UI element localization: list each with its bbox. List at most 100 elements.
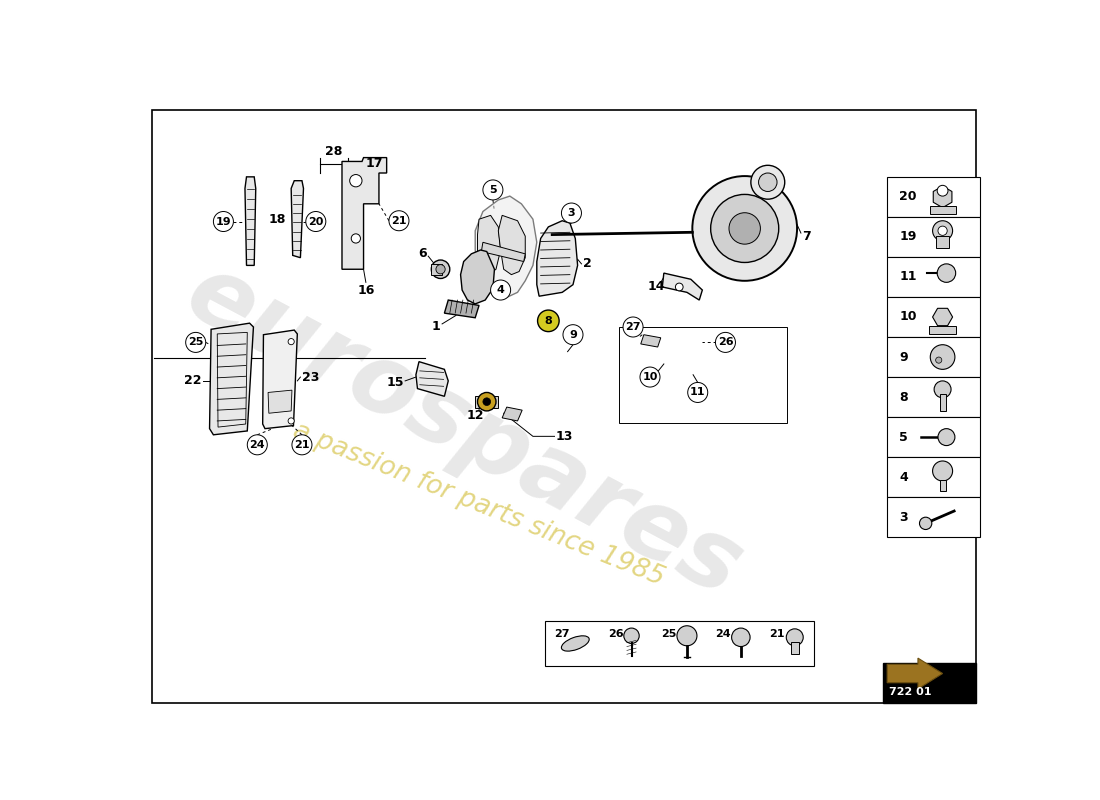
Text: 8: 8	[900, 390, 909, 403]
Text: a passion for parts since 1985: a passion for parts since 1985	[289, 418, 669, 590]
Polygon shape	[933, 308, 953, 326]
Text: 11: 11	[900, 270, 917, 283]
Bar	[431, 264, 442, 274]
Text: 21: 21	[769, 629, 784, 639]
Text: 26: 26	[717, 338, 734, 347]
Text: eurospares: eurospares	[170, 246, 757, 616]
Circle shape	[436, 265, 446, 274]
Text: 21: 21	[294, 440, 310, 450]
Circle shape	[292, 435, 312, 455]
Circle shape	[288, 338, 295, 345]
Bar	[791, 642, 799, 654]
Polygon shape	[444, 300, 480, 318]
Circle shape	[729, 213, 760, 244]
Text: 722 01: 722 01	[889, 687, 932, 697]
Bar	[887, 177, 979, 217]
Bar	[939, 480, 946, 491]
Polygon shape	[263, 330, 297, 429]
Text: 5: 5	[490, 185, 497, 195]
Circle shape	[640, 367, 660, 387]
Circle shape	[563, 325, 583, 345]
Polygon shape	[475, 196, 537, 298]
Bar	[936, 236, 949, 249]
Circle shape	[389, 210, 409, 230]
Text: 27: 27	[553, 629, 569, 639]
Polygon shape	[933, 186, 952, 208]
Circle shape	[288, 418, 295, 424]
Circle shape	[786, 629, 803, 646]
Text: 28: 28	[324, 145, 342, 158]
Circle shape	[711, 194, 779, 262]
Text: 20: 20	[308, 217, 323, 226]
Circle shape	[937, 264, 956, 282]
Text: 4: 4	[497, 285, 505, 295]
Text: 3: 3	[900, 510, 909, 524]
Text: 24: 24	[250, 440, 265, 450]
Text: 20: 20	[900, 190, 917, 203]
Text: 19: 19	[216, 217, 231, 226]
Text: 26: 26	[607, 629, 624, 639]
Text: 15: 15	[386, 376, 404, 389]
Text: 2: 2	[583, 258, 592, 270]
Circle shape	[933, 221, 953, 241]
Circle shape	[933, 461, 953, 481]
Circle shape	[936, 357, 942, 363]
Bar	[475, 395, 498, 408]
Bar	[939, 394, 946, 411]
Bar	[887, 337, 979, 377]
Polygon shape	[537, 221, 578, 296]
Circle shape	[920, 517, 932, 530]
Circle shape	[213, 211, 233, 231]
Text: 25: 25	[661, 629, 676, 639]
Circle shape	[483, 398, 491, 406]
Polygon shape	[640, 334, 661, 347]
Text: 9: 9	[900, 350, 909, 363]
Text: 14: 14	[648, 281, 664, 294]
Bar	[887, 377, 979, 417]
Circle shape	[751, 166, 784, 199]
Bar	[887, 297, 979, 337]
Circle shape	[715, 332, 736, 353]
Polygon shape	[477, 215, 500, 274]
Text: 21: 21	[392, 216, 407, 226]
Circle shape	[624, 628, 639, 643]
Circle shape	[934, 381, 952, 398]
Bar	[887, 457, 979, 497]
Circle shape	[351, 234, 361, 243]
Circle shape	[937, 186, 948, 196]
Polygon shape	[268, 390, 292, 414]
Polygon shape	[342, 158, 387, 270]
Bar	[887, 497, 979, 538]
Circle shape	[186, 332, 206, 353]
Text: 7: 7	[803, 230, 811, 242]
Circle shape	[692, 176, 798, 281]
Polygon shape	[416, 362, 449, 396]
Text: 16: 16	[358, 283, 374, 297]
Text: 18: 18	[268, 213, 286, 226]
Circle shape	[931, 345, 955, 370]
Bar	[887, 257, 979, 297]
Circle shape	[306, 211, 326, 231]
Bar	[544, 621, 814, 666]
Text: 10: 10	[900, 310, 917, 323]
Text: 22: 22	[185, 374, 202, 387]
Text: 5: 5	[900, 430, 909, 444]
Bar	[928, 326, 957, 334]
Circle shape	[938, 226, 947, 235]
Circle shape	[350, 174, 362, 187]
Circle shape	[732, 628, 750, 646]
Text: 9: 9	[569, 330, 576, 340]
Text: 17: 17	[365, 158, 383, 170]
Text: 3: 3	[568, 208, 575, 218]
Text: 23: 23	[301, 370, 319, 383]
Text: 25: 25	[188, 338, 204, 347]
Text: 6: 6	[418, 247, 427, 260]
Polygon shape	[245, 177, 255, 266]
Text: 12: 12	[466, 409, 484, 422]
Bar	[887, 417, 979, 457]
Text: 13: 13	[556, 430, 573, 443]
Circle shape	[623, 317, 643, 337]
Polygon shape	[498, 215, 526, 274]
Text: 1: 1	[432, 321, 440, 334]
Polygon shape	[292, 181, 304, 258]
